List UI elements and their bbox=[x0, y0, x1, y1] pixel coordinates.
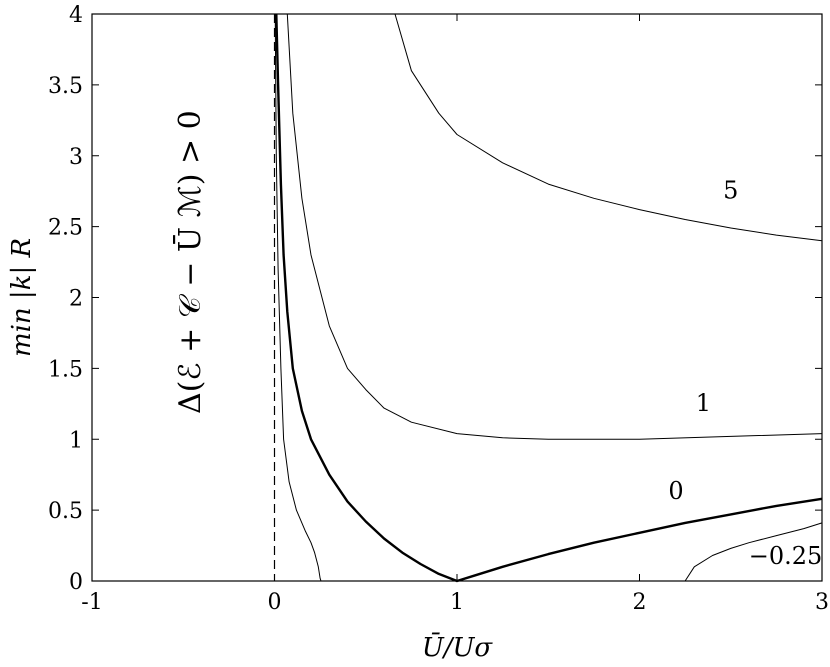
curve-label: 1 bbox=[696, 389, 711, 417]
x-tick-label: 0 bbox=[268, 590, 282, 615]
y-tick-label: 2 bbox=[69, 287, 83, 312]
x-tick-label: -1 bbox=[81, 590, 102, 615]
y-tick-label: 0 bbox=[69, 570, 83, 595]
curve-labels: 5 1 0 −0.25 bbox=[668, 176, 822, 570]
x-tick-label: 2 bbox=[633, 590, 647, 615]
y-tick-label: 2.5 bbox=[48, 216, 83, 241]
curve-2 bbox=[275, 13, 823, 583]
x-tick-label: 3 bbox=[815, 590, 829, 615]
x-axis-label: Ū/Uσ bbox=[422, 632, 494, 663]
curve-4 bbox=[684, 522, 823, 582]
x-tick-label: 1 bbox=[450, 590, 464, 615]
y-tick-label: 3.5 bbox=[48, 74, 83, 99]
curves-layer bbox=[274, 13, 823, 583]
y-tick-label: 1 bbox=[69, 428, 83, 453]
y-axis-label: min |k| R bbox=[7, 238, 37, 357]
y-tick-label: 1.5 bbox=[48, 357, 83, 382]
y-tick-label: 3 bbox=[69, 145, 83, 170]
y-axis-ticks: 0 0.5 1 1.5 2 2.5 3 3.5 4 bbox=[48, 3, 822, 595]
curve-1 bbox=[286, 13, 823, 440]
curve-3 bbox=[274, 13, 322, 582]
curve-0 bbox=[394, 13, 823, 242]
y-tick-label: 4 bbox=[69, 3, 83, 28]
curve-label: 5 bbox=[723, 176, 738, 204]
x-axis-ticks: -1 0 1 2 3 bbox=[81, 14, 829, 615]
curve-label: −0.25 bbox=[749, 542, 823, 570]
y-tick-label: 0.5 bbox=[48, 499, 83, 524]
region-label: Δ(ℰ + 𝒞 − Ū ℳ) > 0 bbox=[172, 110, 208, 414]
curve-label: 0 bbox=[668, 477, 683, 505]
